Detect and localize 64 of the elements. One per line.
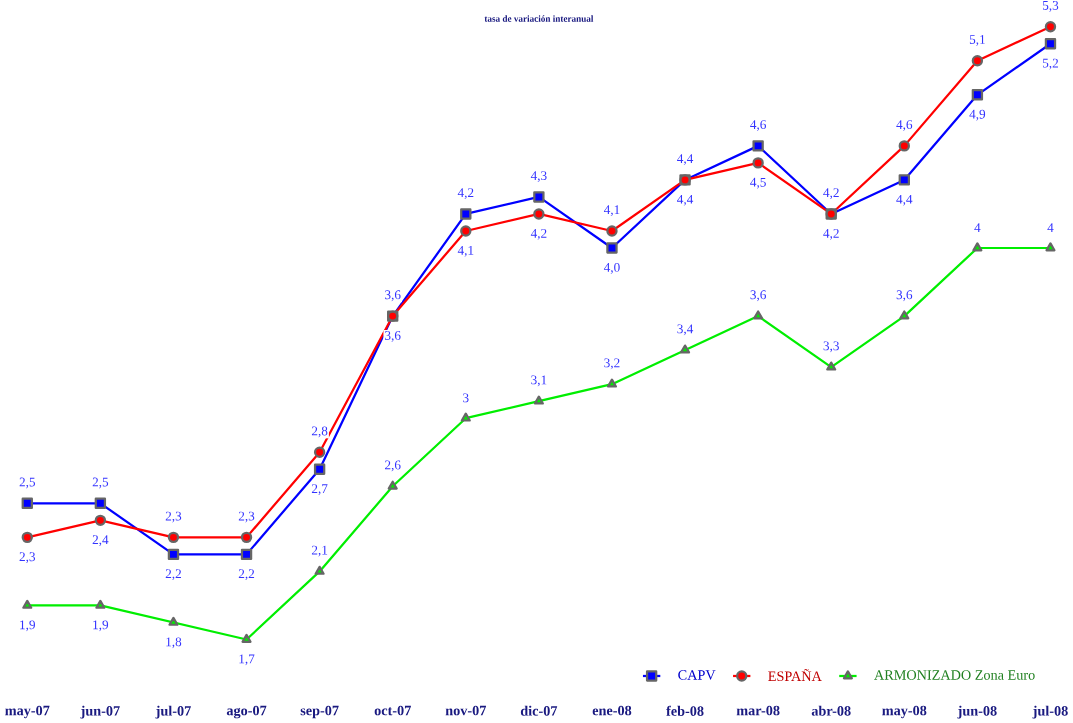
data-label: 4,4 — [896, 194, 913, 206]
data-label: 4,4 — [677, 194, 694, 206]
data-label: 1,8 — [166, 637, 182, 649]
legend-label: CAPV — [678, 670, 716, 680]
data-label: 4 — [974, 223, 981, 232]
data-label: 3,6 — [750, 290, 766, 301]
data-label: 4,9 — [969, 109, 986, 121]
data-label: 4,4 — [677, 154, 694, 165]
data-label: 2,8 — [311, 426, 328, 438]
x-tick-label: may-07 — [5, 705, 50, 719]
data-label: 4,0 — [603, 262, 620, 274]
data-label: 4,2 — [823, 228, 839, 240]
data-label: 2,5 — [19, 477, 36, 489]
data-label: 2,7 — [311, 484, 328, 495]
data-label: 3 — [463, 393, 469, 403]
data-label: 1,7 — [239, 654, 255, 666]
x-tick-label: ago-07 — [226, 705, 267, 719]
data-label: 2,4 — [92, 535, 109, 546]
chart-title: tasa de variación interanual — [484, 15, 594, 22]
data-label: 1,9 — [20, 620, 35, 631]
data-label: 3,6 — [385, 330, 401, 342]
data-label: 4,2 — [823, 188, 839, 199]
data-label: 5,3 — [1042, 0, 1059, 12]
x-tick-label: jun-08 — [957, 705, 997, 719]
legend-label: ARMONIZADO Zona Euro — [874, 670, 1035, 680]
x-tick-label: abr-08 — [811, 705, 851, 716]
data-label: 4,3 — [530, 171, 547, 182]
data-label: 2,1 — [311, 545, 328, 557]
x-tick-label: may-08 — [882, 705, 927, 719]
x-tick-label: jun-07 — [80, 705, 120, 719]
x-tick-label: ene-08 — [592, 705, 632, 716]
x-tick-label: feb-08 — [666, 705, 704, 716]
data-label: 2,3 — [238, 511, 255, 523]
data-label: 4,2 — [530, 228, 547, 240]
data-label: 3,4 — [677, 324, 694, 336]
x-tick-label: sep-07 — [300, 705, 339, 719]
data-label: 3,2 — [604, 358, 620, 370]
data-label: 4,2 — [457, 188, 474, 199]
data-label: 2,2 — [238, 569, 255, 580]
data-label: 5,1 — [969, 34, 985, 46]
data-label: 4,6 — [750, 119, 766, 131]
data-label: 4,6 — [896, 119, 913, 131]
data-label: 4,5 — [750, 177, 766, 189]
data-label: 2,5 — [92, 477, 109, 489]
x-tick-label: nov-07 — [445, 705, 487, 716]
data-label: 3,6 — [385, 290, 401, 301]
data-label: 2,3 — [19, 552, 36, 563]
x-tick-label: oct-07 — [374, 705, 411, 716]
data-label: 1,9 — [93, 620, 109, 631]
x-tick-label: mar-08 — [736, 705, 780, 716]
data-label: 3,1 — [531, 375, 547, 387]
data-label: 4 — [1047, 223, 1054, 232]
data-label: 2,2 — [165, 569, 181, 580]
data-label: 4,1 — [603, 205, 620, 216]
data-label: 3,3 — [823, 341, 839, 353]
legend-label: ESPAÑA — [768, 668, 822, 681]
data-label: 3,6 — [896, 290, 913, 301]
data-label: 4,1 — [457, 245, 474, 257]
x-tick-label: jul-07 — [155, 705, 191, 719]
data-label: 2,3 — [165, 511, 182, 523]
data-label: 2,6 — [385, 460, 401, 472]
data-label: 5,2 — [1042, 58, 1059, 70]
x-tick-label: dic-07 — [520, 705, 558, 716]
x-tick-label: jul-08 — [1032, 705, 1068, 719]
